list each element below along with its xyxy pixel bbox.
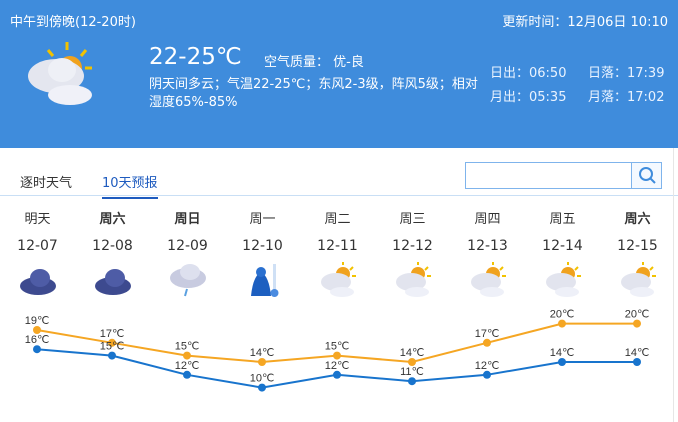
forecast-day: 周二 12-11 xyxy=(300,208,375,302)
tab-10-day[interactable]: 10天预报 xyxy=(102,172,158,199)
date: 12-10 xyxy=(242,238,283,254)
partly-cloudy-icon xyxy=(545,262,581,297)
low-temp-label: 14℃ xyxy=(625,347,650,359)
update-time: 更新时间：12月06日 10:10 xyxy=(502,15,668,30)
forecast-period: 中午到傍晚(12-20时) xyxy=(10,15,136,30)
low-temp-label: 12℃ xyxy=(325,360,350,372)
low-temp-label: 11℃ xyxy=(400,366,424,378)
high-temp-point xyxy=(333,351,341,360)
high-temp-point xyxy=(108,338,116,347)
forecast-day: 周四 12-13 xyxy=(450,208,525,302)
forecast-day: 周日 12-09 xyxy=(150,208,225,302)
low-temp-point xyxy=(633,358,641,366)
search-input[interactable] xyxy=(470,163,630,187)
partly-cloudy-icon xyxy=(470,262,506,297)
weekday: 周日 xyxy=(174,212,201,227)
partly-cloudy-icon xyxy=(320,262,356,297)
partly-cloudy-icon xyxy=(28,42,92,105)
date: 12-11 xyxy=(317,238,358,254)
date: 12-09 xyxy=(167,238,208,254)
high-temp-label: 19℃ xyxy=(25,315,50,327)
weekday: 周六 xyxy=(99,212,126,227)
partly-cloudy-icon xyxy=(620,262,656,297)
high-temp-point xyxy=(183,351,191,360)
temperature-range: 22-25℃ xyxy=(149,44,242,70)
high-temp-point xyxy=(558,319,566,328)
high-temp-label: 17℃ xyxy=(475,328,500,340)
weekday: 周四 xyxy=(474,212,501,227)
high-temp-label: 20℃ xyxy=(550,309,575,321)
high-temp-point xyxy=(633,319,641,328)
low-temp-point xyxy=(183,370,191,379)
date: 12-12 xyxy=(392,238,433,254)
forecast-day: 周三 12-12 xyxy=(375,208,450,302)
cold-icon xyxy=(250,264,278,297)
temperature-chart: 19℃17℃15℃14℃15℃14℃17℃20℃ 20℃16℃15℃12℃10℃1… xyxy=(25,309,650,392)
low-temp-label: 12℃ xyxy=(475,360,500,372)
low-temp-label: 16℃ xyxy=(25,334,50,346)
overcast-icon xyxy=(94,269,131,295)
moonrise: 月出：05:35 xyxy=(490,90,567,105)
high-temp-label: 17℃ xyxy=(100,328,125,340)
forecast-day: 周一 12-10 xyxy=(225,208,300,302)
date: 12-07 xyxy=(17,238,58,254)
current-weather-panel: 中午到傍晚(12-20时) 更新时间：12月06日 10:10 22-25℃ 空… xyxy=(0,0,678,148)
weekday: 周五 xyxy=(549,212,576,227)
low-temp-point xyxy=(333,370,341,379)
low-temp-point xyxy=(33,345,41,354)
tab-hourly[interactable]: 逐时天气 xyxy=(20,176,73,191)
weekday: 明天 xyxy=(24,212,51,227)
low-temp-point xyxy=(408,377,416,386)
overcast-icon xyxy=(19,269,56,295)
high-temp-point xyxy=(408,358,416,366)
high-temp-label: 14℃ xyxy=(400,347,425,359)
forecast-day: 周六 12-08 xyxy=(75,208,150,302)
partly-cloudy-icon xyxy=(395,262,431,297)
high-temp-point xyxy=(258,358,266,366)
search-button[interactable] xyxy=(631,163,661,188)
low-temp-point xyxy=(558,358,566,366)
moonset: 月落：17:02 xyxy=(588,90,665,105)
light-rain-icon xyxy=(169,264,206,297)
date: 12-14 xyxy=(542,238,583,254)
date: 12-13 xyxy=(467,238,508,254)
date: 12-08 xyxy=(92,238,133,254)
weekday: 周二 xyxy=(324,212,351,227)
high-temp-label: 15℃ xyxy=(175,341,200,353)
forecast-day: 周五 12-14 xyxy=(525,208,600,302)
high-temp-label: 15℃ xyxy=(325,341,350,353)
high-temp-point xyxy=(483,338,491,347)
weekday: 周一 xyxy=(249,212,276,227)
high-temp-label: 20℃ xyxy=(625,309,650,321)
high-temp-point xyxy=(33,326,41,334)
low-temp-point xyxy=(483,370,491,379)
weekday: 周三 xyxy=(399,212,426,227)
search-box xyxy=(465,162,662,189)
divider xyxy=(673,148,674,422)
weather-description: 阴天间多云；气温22-25℃；东风2-3级，阵风5级；相对湿度65%-85% xyxy=(149,77,478,110)
search-icon xyxy=(639,167,656,184)
low-temp-label: 12℃ xyxy=(175,360,200,372)
air-quality: 空气质量： 优-良 xyxy=(264,55,364,70)
weekday: 周六 xyxy=(624,212,651,227)
high-temp-label: 14℃ xyxy=(250,347,275,359)
forecast-day: 周六 12-15 xyxy=(600,208,675,302)
low-temp-label: 15℃ xyxy=(100,341,125,353)
low-temp-label: 14℃ xyxy=(550,347,575,359)
low-temp-point xyxy=(108,351,116,360)
low-temp-label: 10℃ xyxy=(250,373,275,385)
forecast-day: 明天 12-07 xyxy=(0,208,75,302)
sunset: 日落：17:39 xyxy=(588,66,665,81)
low-temp-point xyxy=(258,383,266,392)
sunrise: 日出：06:50 xyxy=(490,66,567,81)
forecast-tabs: 逐时天气 10天预报 xyxy=(0,160,678,199)
date: 12-15 xyxy=(617,238,658,254)
